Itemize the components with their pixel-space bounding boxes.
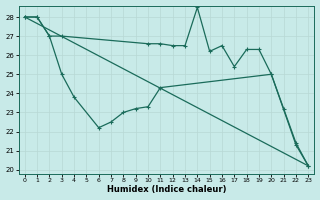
X-axis label: Humidex (Indice chaleur): Humidex (Indice chaleur): [107, 185, 226, 194]
